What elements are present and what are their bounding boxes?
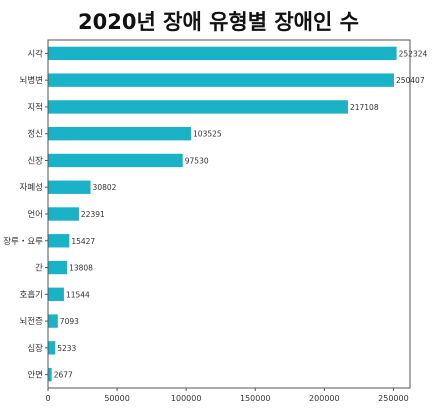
data-label: 252324 [399, 49, 428, 58]
category-label: 시각 [27, 48, 43, 59]
x-tick-label: 0 [45, 394, 50, 403]
data-label: 217108 [350, 103, 379, 112]
bar [48, 73, 394, 86]
data-label: 15427 [71, 237, 95, 246]
x-tick-label: 200000 [309, 394, 340, 403]
category-label: 지적 [27, 102, 43, 113]
bar [48, 47, 397, 60]
bar [48, 181, 91, 194]
data-label: 2677 [54, 371, 73, 380]
category-label: 뇌전증 [20, 316, 44, 327]
bar [48, 314, 58, 327]
data-label: 5233 [57, 344, 76, 353]
category-label: 안면 [27, 370, 43, 381]
category-label: 뇌병변 [20, 75, 43, 86]
data-label: 11544 [66, 290, 90, 299]
data-label: 103525 [193, 130, 222, 139]
x-tick-label: 50000 [104, 394, 129, 403]
category-label: 심장 [27, 343, 43, 354]
bar [48, 234, 69, 247]
bar [48, 288, 64, 301]
x-tick-label: 100000 [171, 394, 202, 403]
bar [48, 207, 79, 220]
data-label: 30802 [93, 183, 117, 192]
bar [48, 261, 67, 274]
category-label: 자폐성 [20, 182, 43, 193]
x-tick-label: 150000 [240, 394, 271, 403]
bar [48, 100, 348, 113]
bar [48, 368, 52, 381]
data-label: 13808 [69, 264, 93, 273]
bars-layer: 2523242504072171081035259753030802223911… [48, 47, 427, 382]
category-label: 신장 [27, 155, 43, 166]
data-label: 97530 [185, 156, 209, 165]
category-label: 정신 [27, 129, 43, 140]
category-label: 언어 [27, 209, 43, 220]
bar [48, 341, 55, 354]
category-label: 장루・요루 [3, 236, 43, 247]
data-label: 7093 [60, 317, 79, 326]
category-label: 간 [35, 263, 43, 274]
bar [48, 154, 183, 167]
bar [48, 127, 191, 140]
x-tick-label: 250000 [378, 394, 409, 403]
data-label: 22391 [81, 210, 105, 219]
category-label: 호흡기 [20, 289, 43, 300]
